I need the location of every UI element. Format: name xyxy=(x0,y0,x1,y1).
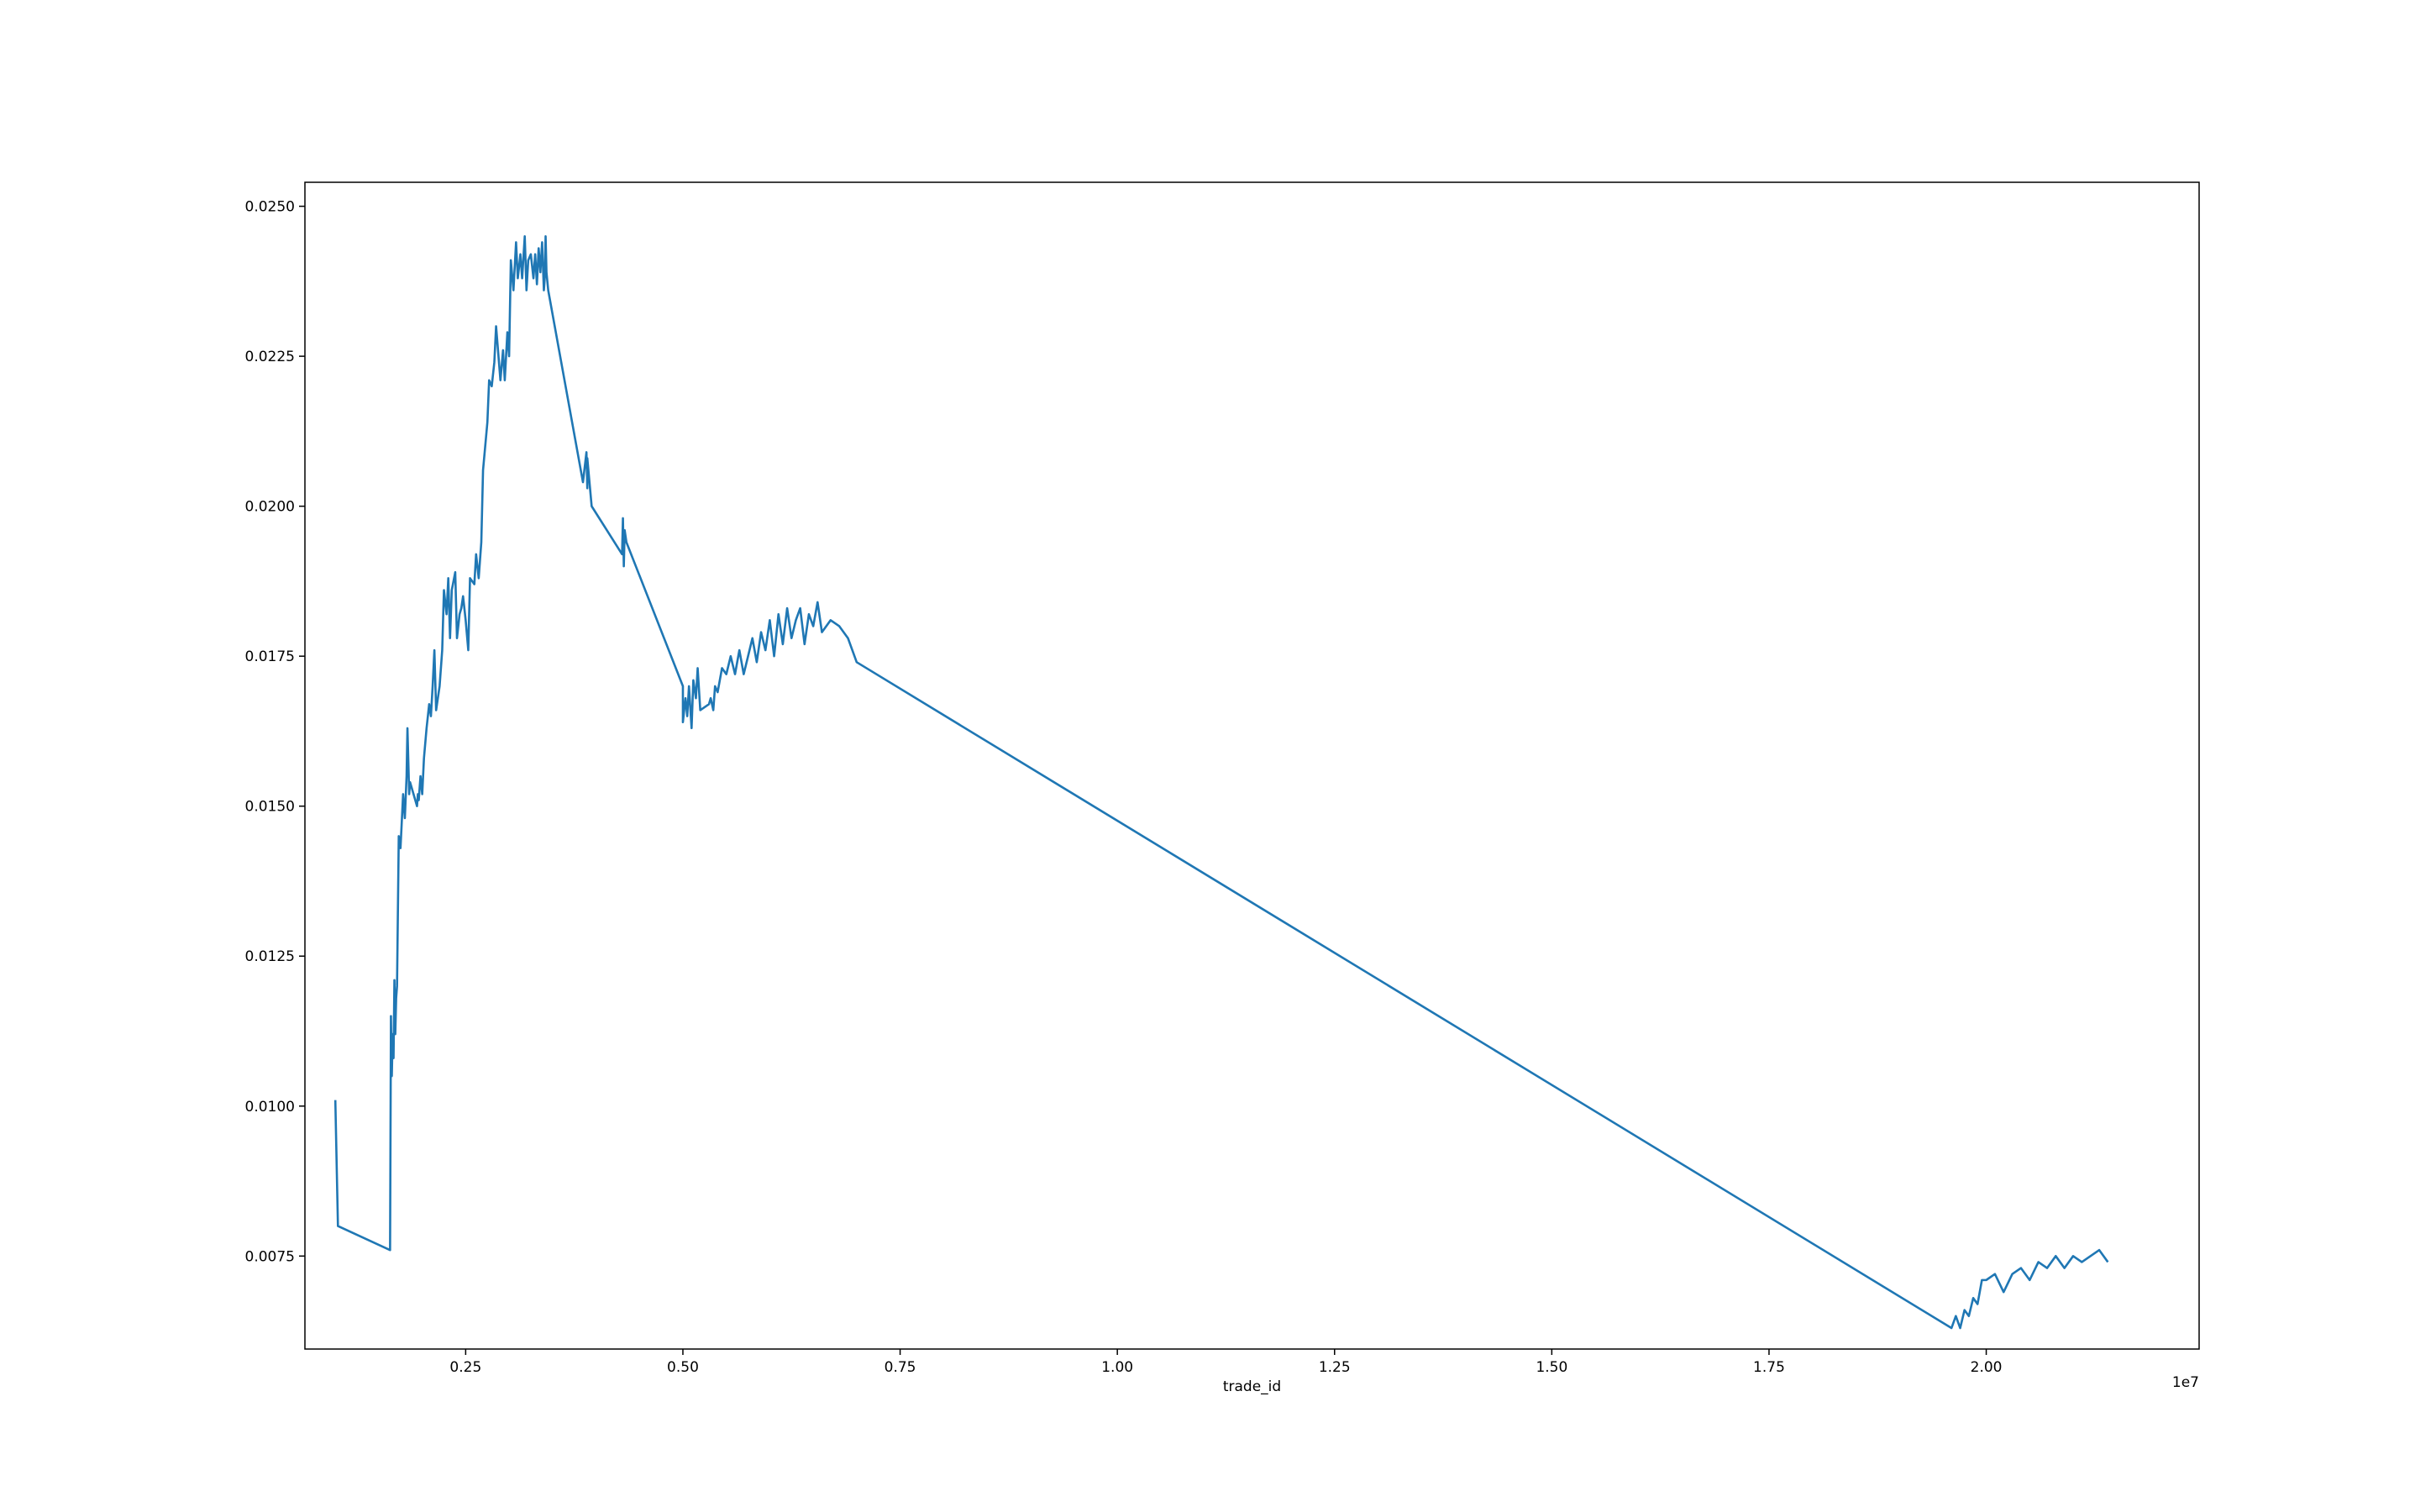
x-tick-label: 1.75 xyxy=(1753,1359,1785,1376)
y-tick-label: 0.0150 xyxy=(245,799,295,816)
data-layer xyxy=(333,234,2109,1330)
x-tick-label: 1.25 xyxy=(1319,1359,1351,1376)
y-tick-label: 0.0075 xyxy=(245,1248,295,1265)
axes-frame xyxy=(304,181,2200,1350)
x-tick-label: 0.50 xyxy=(667,1359,699,1376)
y-tick-label: 0.0175 xyxy=(245,648,295,665)
x-axis-ticks: 0.25 0.50 0.75 1.00 1.25 1.50 1.75 2.00 xyxy=(449,1349,2003,1376)
series-line-0 xyxy=(333,234,2109,1330)
y-tick-label: 0.0125 xyxy=(245,948,295,965)
y-axis-ticks: 0.0075 0.0100 0.0125 0.0150 0.0175 0.0200 0.02… xyxy=(245,199,305,1265)
x-axis-label: trade_id xyxy=(1223,1378,1281,1395)
plot-area xyxy=(304,181,2200,1350)
x-axis-offset-label: 1e7 xyxy=(2172,1374,2199,1391)
x-tick-label: 2.00 xyxy=(1971,1359,2003,1376)
x-tick-label: 0.25 xyxy=(449,1359,481,1376)
x-tick-label: 1.50 xyxy=(1536,1359,1567,1376)
y-tick-label: 0.0200 xyxy=(245,499,295,516)
x-tick-label: 1.00 xyxy=(1101,1359,1133,1376)
y-tick-label: 0.0250 xyxy=(245,199,295,216)
y-tick-label: 0.0100 xyxy=(245,1099,295,1116)
x-tick-label: 0.75 xyxy=(885,1359,916,1376)
y-tick-label: 0.0225 xyxy=(245,349,295,365)
